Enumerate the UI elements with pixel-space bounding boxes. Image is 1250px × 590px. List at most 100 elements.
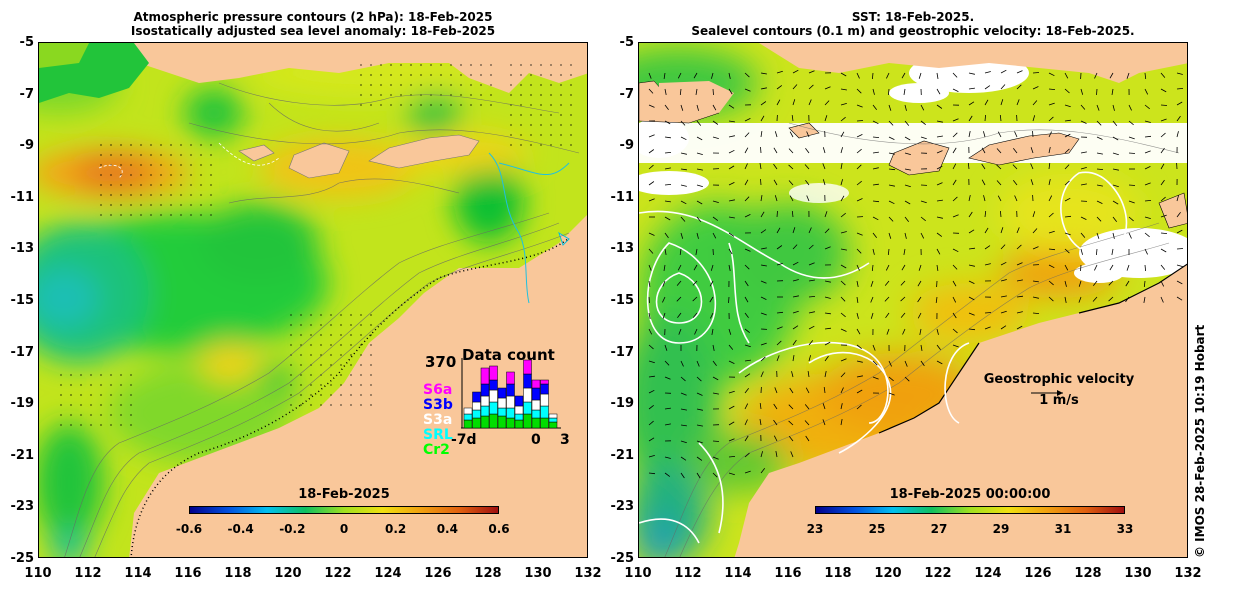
latitude-tick: -19 (10, 396, 35, 412)
velocity-arrow (824, 280, 831, 283)
latitude-tick: -23 (10, 499, 35, 515)
velocity-arrow (808, 227, 812, 234)
velocity-arrow (1000, 99, 1004, 106)
velocity-arrow (1128, 216, 1134, 222)
velocity-arrow (744, 163, 748, 170)
velocity-arrow (760, 296, 767, 300)
longitude-tick: 122 (924, 566, 952, 581)
velocity-arrow (1064, 148, 1070, 154)
velocity-arrow (1064, 197, 1071, 202)
velocity-arrow (696, 440, 703, 444)
histogram-bar-segment (540, 417, 549, 429)
velocity-arrow (983, 131, 986, 138)
velocity-arrow (696, 360, 700, 367)
velocity-arrow (904, 136, 911, 141)
velocity-arrow (728, 182, 735, 186)
velocity-arrow (728, 248, 733, 255)
velocity-arrow (744, 264, 750, 270)
longitude-tick: 110 (624, 566, 652, 581)
histogram-bar-segment (480, 367, 490, 385)
velocity-arrow (696, 120, 702, 126)
velocity-label: Geostrophic velocity (983, 372, 1135, 387)
histogram-bar-segment (540, 379, 549, 385)
left-colorbar-title: 18-Feb-2025 (298, 487, 390, 502)
velocity-arrow (824, 296, 831, 299)
colorbar-tick-label: -0.2 (279, 522, 306, 536)
latitude-tick: -15 (10, 293, 35, 308)
velocity-arrow (808, 84, 814, 90)
velocity-arrow (664, 248, 667, 255)
right-colorbar (815, 506, 1125, 514)
velocity-arrow (760, 178, 762, 186)
velocity-arrow (664, 120, 671, 125)
velocity-arrow (744, 344, 751, 348)
velocity-arrow (1126, 264, 1130, 271)
velocity-arrow (952, 248, 959, 253)
velocity-arrow (712, 344, 715, 351)
velocity-arrow (1160, 72, 1166, 78)
velocity-arrow (1125, 280, 1130, 287)
data-count-max: 370 (425, 353, 457, 371)
velocity-arrow (840, 328, 847, 332)
longitude-tick: 118 (824, 566, 852, 581)
velocity-arrow (678, 328, 682, 335)
velocity-arrow (710, 264, 714, 271)
velocity-arrow (679, 248, 682, 255)
colorbar-tick-label: 31 (1054, 522, 1072, 536)
data-count-x-label-zero: 0 (531, 432, 541, 448)
velocity-arrow (856, 248, 862, 254)
velocity-arrow (744, 179, 749, 186)
velocity-arrow (744, 328, 750, 334)
velocity-arrow (822, 179, 826, 186)
longitude-tick: 124 (374, 566, 402, 581)
velocity-arrow (952, 264, 958, 270)
velocity-arrow (968, 87, 975, 90)
velocity-arrow (648, 164, 654, 170)
longitude-tick: 128 (474, 566, 502, 581)
velocity-arrow (1108, 296, 1114, 302)
velocity-arrow (664, 232, 669, 239)
velocity-arrow (805, 387, 810, 394)
velocity-arrow (760, 115, 765, 122)
velocity-arrow (952, 296, 957, 303)
velocity-arrow (1112, 168, 1119, 171)
velocity-arrow (648, 472, 656, 475)
velocity-arrow (696, 408, 703, 411)
longitude-tick: 110 (24, 566, 52, 581)
velocity-arrow (997, 131, 1002, 138)
velocity-arrow (744, 359, 751, 362)
velocity-arrow (984, 210, 987, 218)
velocity-arrow (936, 135, 943, 138)
velocity-arrow (900, 296, 906, 302)
velocity-arrow (840, 372, 846, 378)
velocity-arrow (1160, 214, 1167, 218)
velocity-arrow (936, 150, 943, 154)
velocity-arrow (696, 376, 702, 382)
velocity-arrow (744, 403, 749, 410)
velocity-arrow (1144, 182, 1151, 186)
velocity-arrow (1112, 232, 1115, 239)
velocity-arrow (1000, 210, 1002, 218)
velocity-arrow (792, 279, 799, 282)
latitude-tick: -11 (610, 189, 635, 205)
velocity-arrow (936, 104, 943, 109)
velocity-arrow (1032, 228, 1038, 234)
colorbar-tick-label: 0.4 (436, 522, 458, 536)
velocity-arrow (760, 146, 762, 154)
velocity-arrow (760, 264, 767, 267)
velocity-arrow (804, 420, 810, 426)
velocity-arrow (710, 312, 714, 319)
velocity-arrow (920, 216, 926, 222)
velocity-arrow (920, 232, 925, 239)
velocity-arrow (1064, 232, 1071, 236)
velocity-arrow (728, 199, 735, 202)
velocity-arrow (1080, 167, 1087, 170)
velocity-arrow (1128, 232, 1132, 239)
velocity-arrow (1000, 310, 1007, 314)
velocity-arrow (1144, 232, 1150, 238)
velocity-arrow (744, 470, 751, 474)
velocity-arrow (936, 88, 941, 95)
velocity-arrow (824, 115, 828, 122)
latitude-tick: -5 (619, 35, 634, 50)
histogram-bar-segment (540, 383, 549, 395)
